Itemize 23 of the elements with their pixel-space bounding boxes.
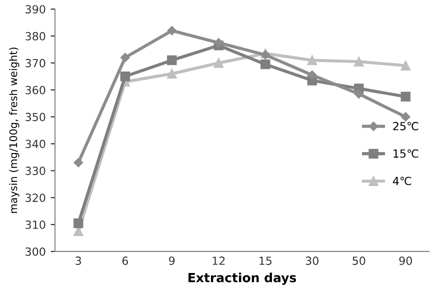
y-axis-title: maysin (mg/100g, fresh weight): [9, 48, 20, 213]
y-tick-label: 370: [26, 58, 46, 68]
y-tick-label: 380: [26, 32, 46, 40]
y-tick-label: 320: [26, 194, 46, 202]
y-tick-label: 330: [26, 166, 46, 176]
x-tick-label: 6: [122, 256, 128, 265]
x-tick-label: 50: [352, 256, 366, 265]
x-tick-label: 12: [212, 256, 225, 265]
legend-label: 15℃: [394, 149, 418, 158]
y-tick-label: 310: [26, 220, 46, 229]
y-tick-label: 340: [26, 140, 46, 148]
legend-label: 4℃: [392, 176, 412, 186]
y-tick-label: 300: [26, 247, 46, 256]
y-tick-label: 390: [26, 5, 46, 14]
x-axis-title: Extraction days: [188, 272, 296, 285]
x-tick-label: 90: [399, 256, 412, 265]
x-tick-label: 9: [169, 256, 175, 265]
y-tick-label: 350: [26, 112, 46, 122]
x-tick-label: 3: [76, 256, 82, 265]
y-tick-label: 360: [26, 86, 46, 94]
x-tick-label: 30: [306, 256, 318, 265]
x-tick-label: 15: [260, 256, 272, 265]
legend-label: 25℃: [393, 122, 418, 130]
